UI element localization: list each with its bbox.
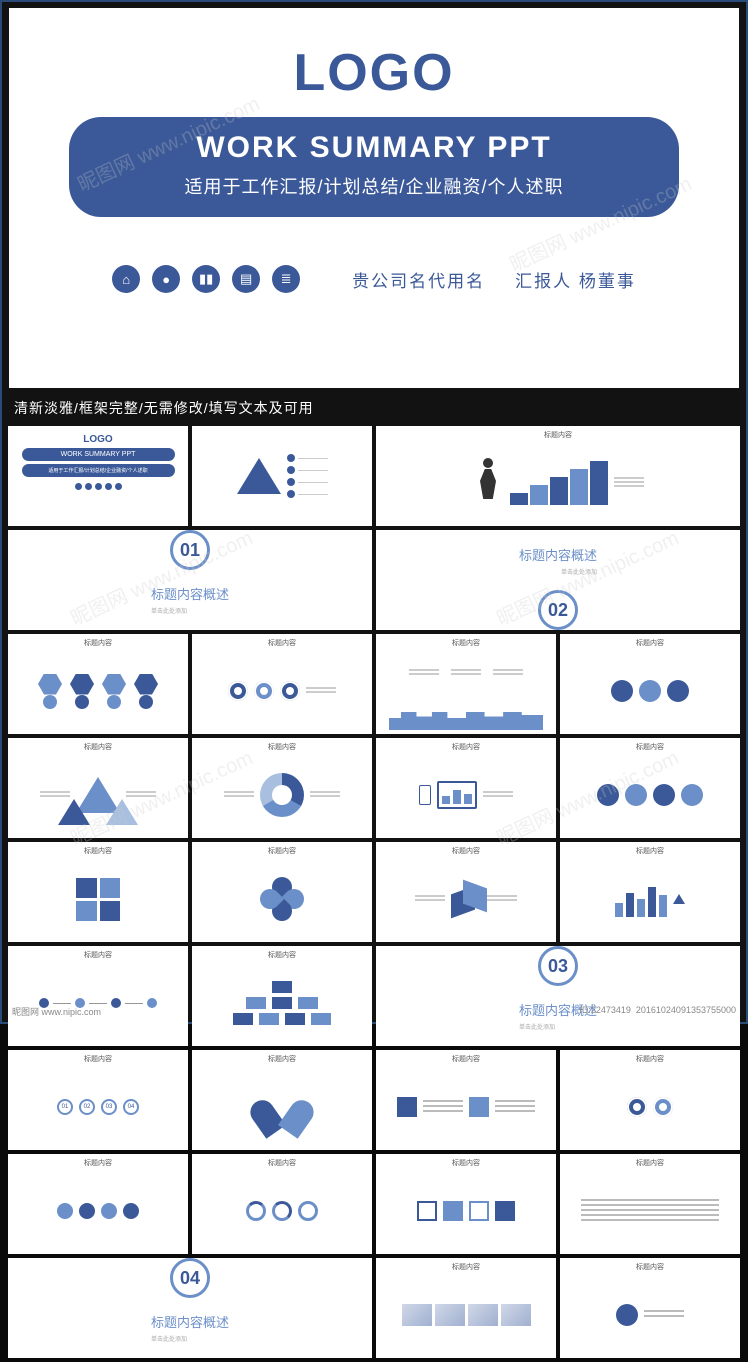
gear-icon [228, 681, 248, 701]
thumb-4sq-outline: 标题内容 [376, 1154, 556, 1254]
thumb-icons-3circ: 标题内容 [560, 634, 740, 734]
thumb-contents [192, 426, 372, 526]
thumb-4circ-flow: 标题内容 [560, 738, 740, 838]
thumb-section-04: 04 标题内容概述 单击此处添加 [8, 1258, 372, 1358]
thumb-donut: 标题内容 [192, 738, 372, 838]
footer: 昵图网 www.nipic.com ID:22473419 2016102409… [2, 1005, 746, 1018]
thumb-skyline: 标题内容 [376, 634, 556, 734]
company-text: 贵公司名代用名 [352, 267, 485, 292]
thumb-hex-icons: 标题内容 [8, 634, 188, 734]
gear-icon [280, 681, 300, 701]
arrow-up-icon [673, 894, 685, 904]
title-pill: WORK SUMMARY PPT 适用于工作汇报/计划总结/企业融资/个人述职 [69, 117, 679, 217]
photo-strip [402, 1304, 531, 1326]
thumb-orgchart: 标题内容 [192, 946, 372, 1046]
thumb-monitor: 标题内容 [376, 738, 556, 838]
quad-squares-icon [76, 878, 120, 921]
title-chinese: 适用于工作汇报/计划总结/企业融资/个人述职 [69, 173, 679, 199]
businessman-icon [472, 458, 504, 508]
thumb-clover: 标题内容 [192, 842, 372, 942]
thumb-section-01: 01 标题内容概述 单击此处添加 [8, 530, 372, 630]
thumb-bars: 标题内容 [560, 842, 740, 942]
title-english: WORK SUMMARY PPT [69, 131, 679, 165]
icon-row: ⌂ ● ▮▮ ▤ ≣ 贵公司名代用名 汇报人 杨董事 [49, 265, 699, 293]
thumb-section-03: 03 标题内容概述 单击此处添加 [376, 946, 740, 1046]
thumb-businessman-steps: 标题内容 [376, 426, 740, 526]
thumb-triangle-3: 标题内容 [8, 738, 188, 838]
footer-id: ID:22473419 20161024091353755000 [579, 1005, 736, 1018]
triangle-icon [237, 458, 281, 494]
section-number: 01 [170, 530, 210, 570]
title-slide: LOGO WORK SUMMARY PPT 适用于工作汇报/计划总结/企业融资/… [9, 8, 739, 388]
books-icon: ▮▮ [192, 265, 220, 293]
presenter: 汇报人 杨董事 [515, 267, 636, 292]
skyline-icon [389, 700, 544, 730]
orgchart-icon [233, 981, 331, 1025]
thumb-final: 标题内容 [560, 1258, 740, 1358]
thumb-gears: 标题内容 [192, 634, 372, 734]
thumbnail-grid: LOGO WORK SUMMARY PPT 适用于工作汇报/计划总结/企业融资/… [2, 422, 746, 1362]
doc-icon: ▤ [232, 265, 260, 293]
list-icon: ≣ [272, 265, 300, 293]
logo-text: LOGO [49, 43, 699, 103]
heart-icon [262, 1089, 302, 1125]
thumb-numbered-circ: 标题内容 01020304 [8, 1050, 188, 1150]
donut-chart-icon [260, 773, 304, 817]
gear-icon [254, 681, 274, 701]
section-title: 标题内容概述 [151, 587, 229, 602]
footer-source: 昵图网 www.nipic.com [12, 1005, 101, 1018]
thumb-cube: 标题内容 [376, 842, 556, 942]
thumb-photos: 标题内容 [376, 1258, 556, 1358]
thumb-mini-title: LOGO WORK SUMMARY PPT 适用于工作汇报/计划总结/企业融资/… [8, 426, 188, 526]
thumb-4icons: 标题内容 [8, 1154, 188, 1254]
apple-icon: ● [152, 265, 180, 293]
cube-icon [451, 884, 481, 914]
thumb-list: 标题内容 [376, 1050, 556, 1150]
clover-icon [260, 877, 304, 921]
thumb-gears-2: 标题内容 [560, 1050, 740, 1150]
home-icon: ⌂ [112, 265, 140, 293]
thumb-text: 标题内容 [560, 1154, 740, 1254]
thumb-heart: 标题内容 [192, 1050, 372, 1150]
description-bar: 清新淡雅/框架完整/无需修改/填写文本及可用 [2, 388, 746, 422]
thumb-quad-sq: 标题内容 [8, 842, 188, 942]
thumb-timeline: 标题内容 [8, 946, 188, 1046]
thumb-section-02: 标题内容概述 单击此处添加 02 [376, 530, 740, 630]
thumb-percent-circ: 标题内容 [192, 1154, 372, 1254]
